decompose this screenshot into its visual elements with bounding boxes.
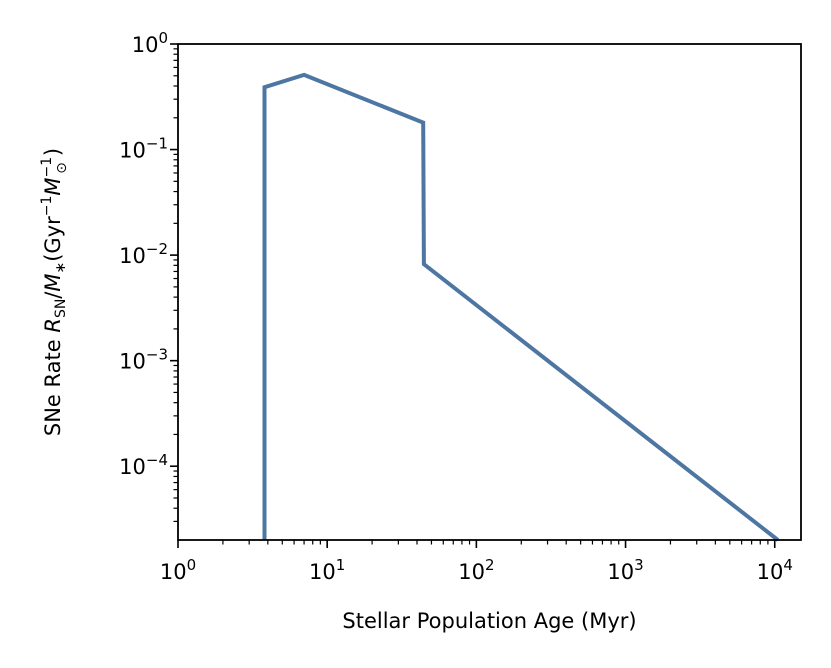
y-tick-label: 10−4: [119, 451, 168, 479]
x-axis-label: Stellar Population Age (Myr): [342, 609, 636, 633]
x-tick-label: 102: [458, 556, 494, 584]
y-tick-label: 10−1: [119, 135, 168, 163]
y-tick-label: 10−3: [119, 346, 168, 374]
y-axis-label: SNe Rate RSN/M∗(Gyr−1M−1⊙): [39, 148, 70, 436]
sne-rate-line: [262, 72, 780, 542]
series-layer: [262, 72, 780, 542]
y-tick-label: 100: [132, 29, 168, 57]
y-tick-label: 10−2: [119, 240, 168, 268]
plot-frame: [177, 43, 802, 541]
x-tick-label: 104: [757, 556, 793, 584]
x-tick-label: 103: [607, 556, 643, 584]
x-tick-label: 101: [309, 556, 345, 584]
x-tick-label: 100: [160, 556, 196, 584]
tick-labels: 100 101 102 103 104 100 10−1 10−2 10−3 10−4: [119, 29, 793, 584]
major-ticks: [170, 43, 776, 548]
